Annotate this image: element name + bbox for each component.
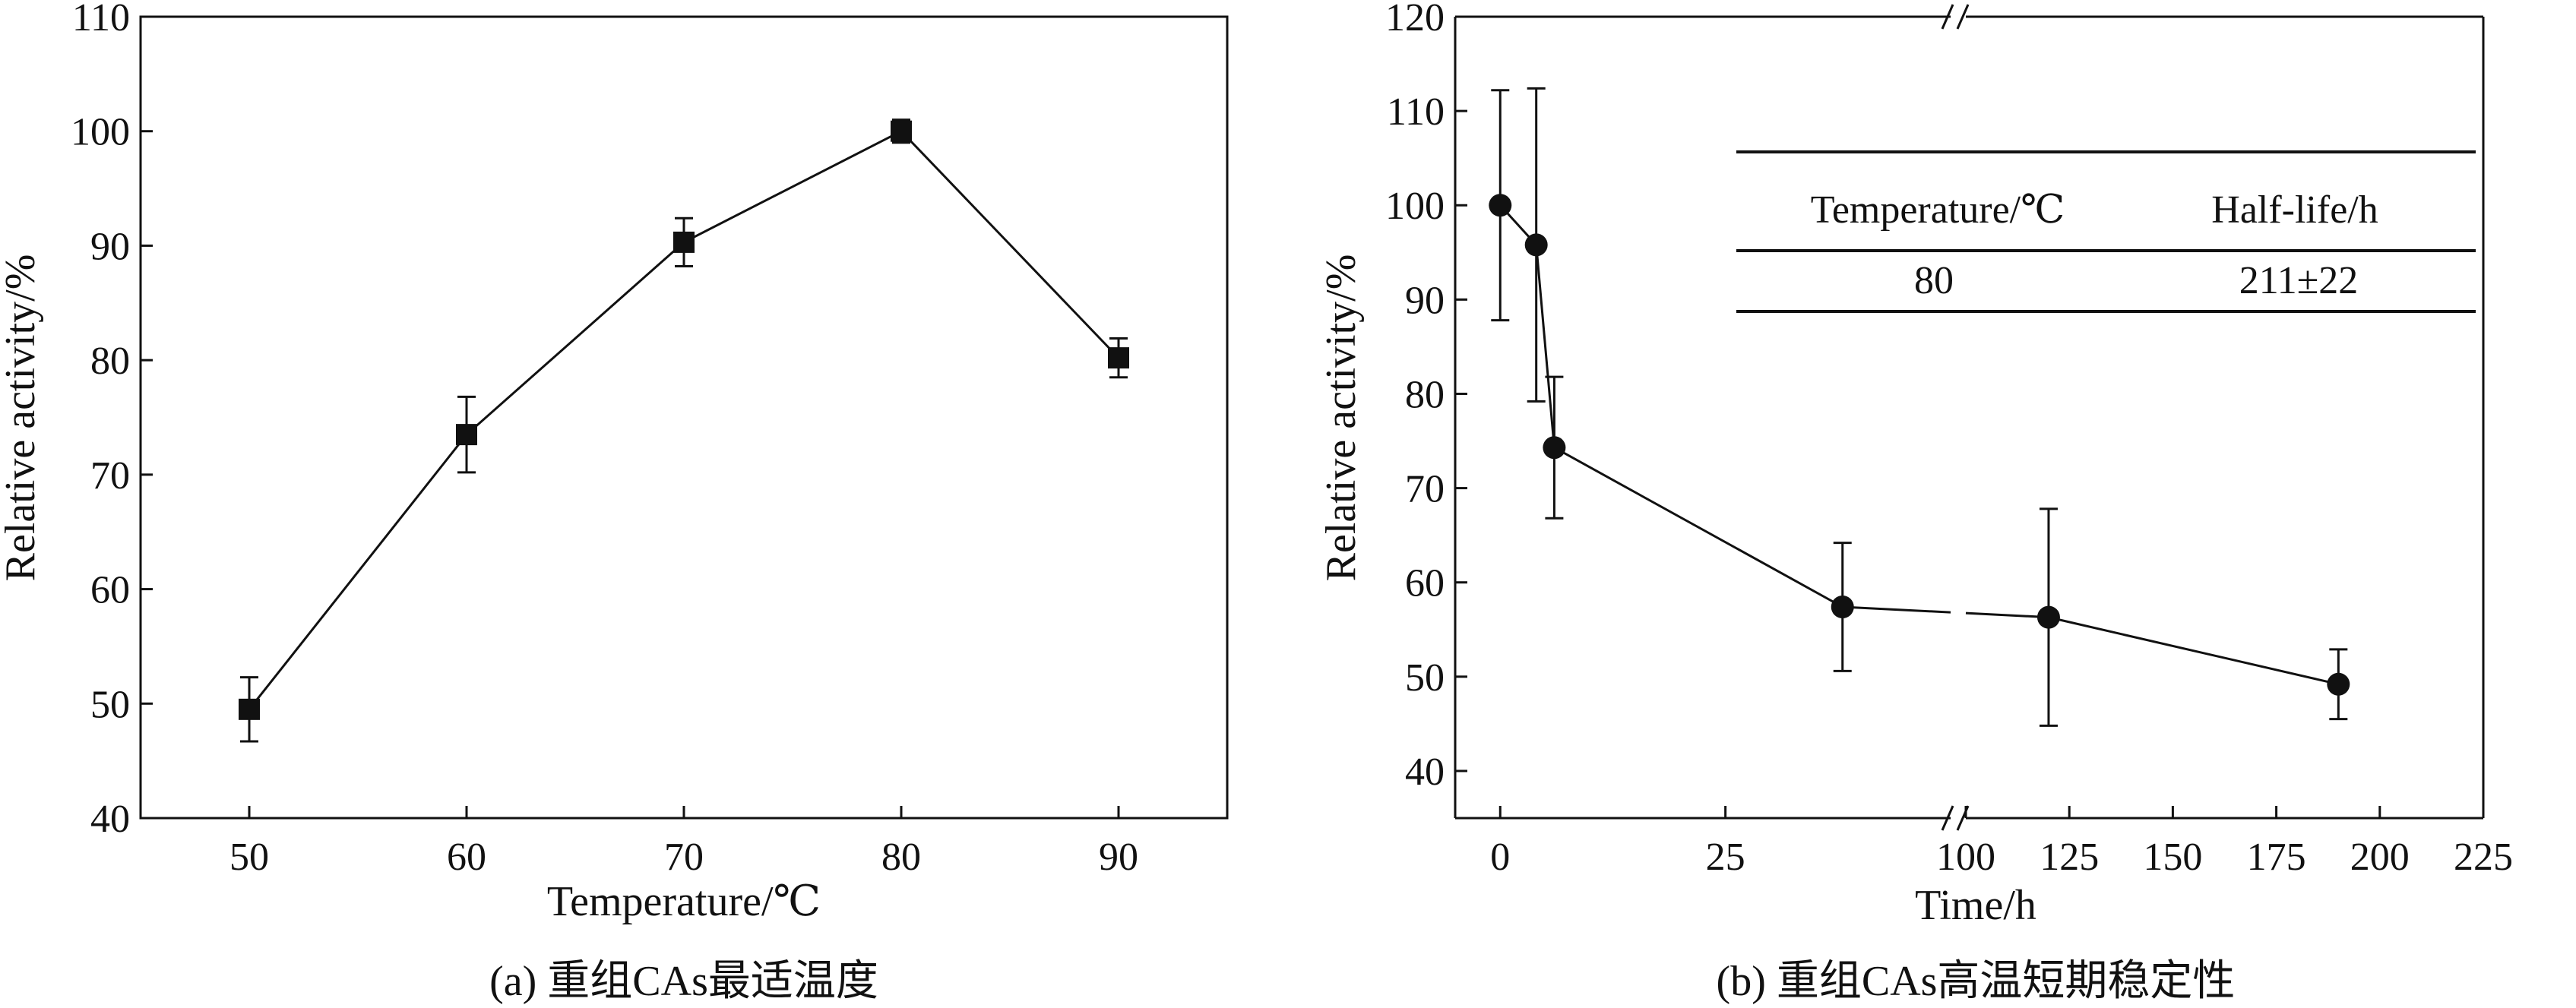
x-tick-label: 200 — [2350, 836, 2410, 879]
panel-a-optimal-temperature: 40 50 60 70 80 90 100 110 50 60 70 80 90 Temperatur… — [0, 0, 1229, 1005]
data-point-circle — [1831, 595, 1854, 618]
y-tick-label: 110 — [72, 0, 130, 39]
panel-a-y-axis-label: Relative activity/% — [0, 254, 44, 582]
y-tick-label: 60 — [90, 569, 130, 612]
panel-b-caption: (b) 重组CAs高温短期稳定性 — [1717, 958, 2236, 1005]
y-tick-label: 70 — [1405, 468, 1445, 511]
panel-a-caption: (a) 重组CAs最适温度 — [489, 958, 878, 1005]
data-point-square — [891, 120, 912, 142]
panel-b-break-mark — [1941, 4, 1954, 30]
series-line-segment — [2048, 616, 2339, 686]
y-tick-label: 40 — [1405, 750, 1445, 794]
x-tick-label: 225 — [2454, 836, 2513, 879]
series-line-segment — [1965, 611, 2049, 619]
data-point-square — [456, 424, 477, 446]
table-cell-temperature: 80 — [1914, 259, 1954, 302]
x-tick-label: 100 — [1936, 836, 1995, 879]
y-tick-label: 100 — [71, 111, 130, 154]
series-line-segment — [1842, 605, 1951, 614]
series-line-segment — [1535, 245, 1555, 448]
x-tick-label: 80 — [881, 836, 921, 879]
y-tick-label: 60 — [1405, 562, 1445, 605]
y-tick-label: 90 — [1405, 279, 1445, 322]
y-tick-label: 90 — [90, 225, 130, 268]
panel-b-break-mark — [1956, 4, 1970, 30]
x-tick-label: 90 — [1099, 836, 1138, 879]
y-tick-label: 110 — [1387, 90, 1445, 134]
panel-a-x-axis: 50 60 70 80 90 — [229, 806, 1138, 879]
x-tick-label: 0 — [1490, 836, 1510, 879]
panel-b-y-axis: 40 50 60 70 80 90 100 110 120 — [1385, 0, 1467, 794]
data-point-circle — [1489, 194, 1512, 217]
panel-b-short-term-stability: 40 50 60 70 80 90 100 110 120 0 25 100 125 150 175 200… — [1318, 0, 2513, 1005]
series-line-segment — [1553, 446, 1843, 608]
panel-a-x-axis-label: Temperature/℃ — [547, 878, 821, 925]
y-tick-label: 80 — [90, 340, 130, 383]
x-tick-label: 70 — [664, 836, 704, 879]
y-tick-label: 70 — [90, 454, 130, 498]
y-tick-label: 50 — [90, 683, 130, 726]
data-point-circle — [1524, 233, 1548, 257]
x-tick-label: 150 — [2143, 836, 2202, 879]
x-tick-label: 25 — [1706, 836, 1745, 879]
y-tick-label: 50 — [1405, 656, 1445, 700]
panel-b-break-mark — [1941, 805, 1954, 831]
panel-b-x-axis: 0 25 100 125 150 175 200 225 — [1490, 806, 2513, 879]
data-point-square — [239, 698, 260, 720]
panel-b-series — [1489, 87, 2350, 727]
table-header-half-life: Half-life/h — [2211, 188, 2378, 232]
x-tick-label: 175 — [2247, 836, 2306, 879]
x-tick-label: 50 — [229, 836, 269, 879]
x-tick-label: 125 — [2040, 836, 2099, 879]
y-tick-label: 40 — [90, 798, 130, 841]
data-point-square — [1108, 347, 1129, 369]
data-point-square — [673, 231, 695, 253]
table-cell-half-life: 211±22 — [2239, 259, 2359, 302]
panel-b-y-axis-label: Relative activity/% — [1318, 254, 1365, 582]
panel-a-y-axis: 40 50 60 70 80 90 100 110 — [71, 0, 153, 841]
data-point-circle — [2036, 605, 2060, 629]
table-header-temperature: Temperature/℃ — [1811, 188, 2065, 232]
panel-a-series — [239, 118, 1129, 743]
y-tick-label: 100 — [1385, 185, 1445, 228]
half-life-table: Temperature/℃ Half-life/h 80 211±22 — [1736, 150, 2476, 313]
panel-b-x-axis-label: Time/h — [1915, 882, 2036, 929]
y-tick-label: 120 — [1385, 0, 1445, 39]
panel-a-plot-frame — [139, 15, 1229, 820]
y-tick-label: 80 — [1405, 373, 1445, 416]
data-point-circle — [1543, 436, 1566, 460]
data-point-circle — [2327, 672, 2350, 696]
x-tick-label: 60 — [447, 836, 486, 879]
